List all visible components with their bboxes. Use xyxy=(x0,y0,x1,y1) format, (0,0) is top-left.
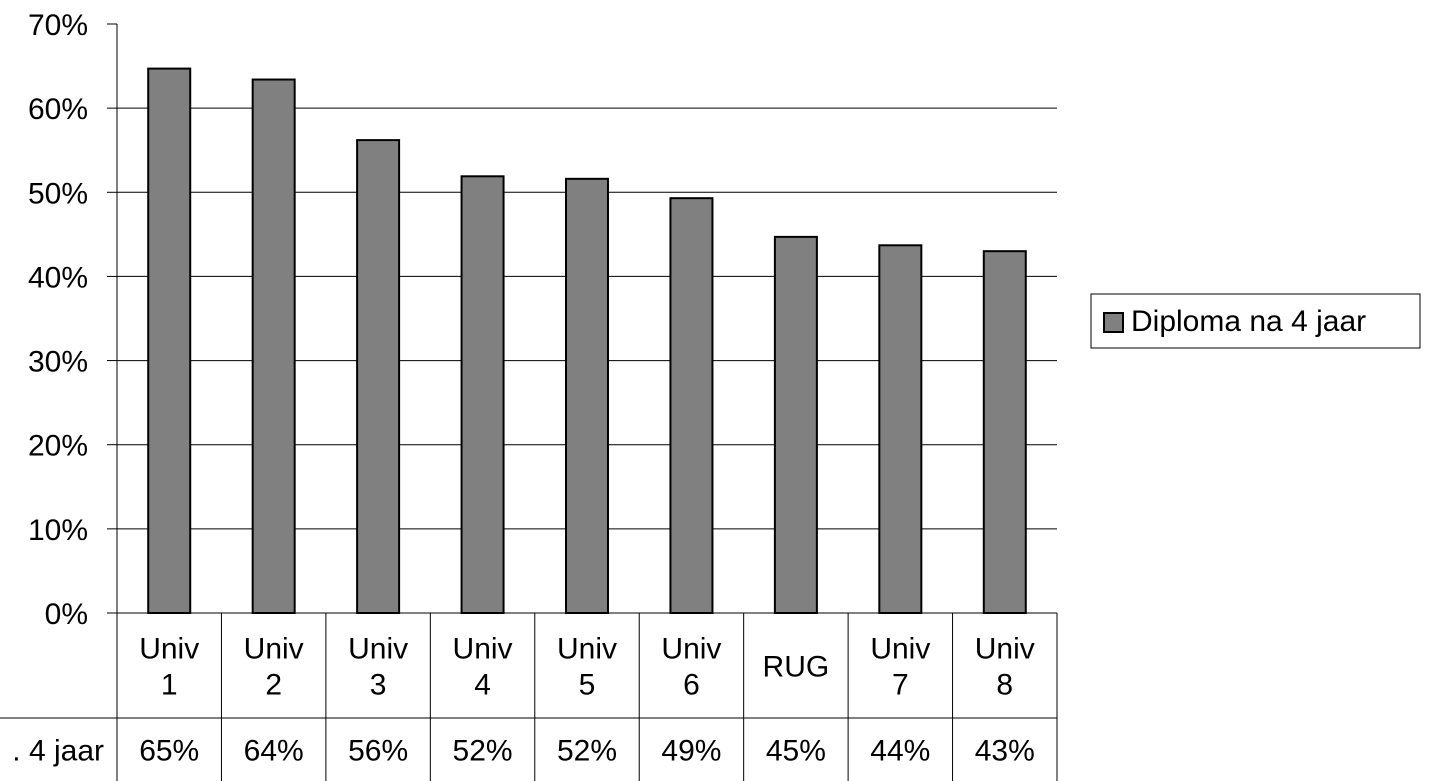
bar xyxy=(565,177,609,615)
bars xyxy=(147,67,1027,615)
bar xyxy=(147,67,192,615)
category-label: 8 xyxy=(996,669,1013,702)
y-tick-label: 60% xyxy=(28,93,88,126)
table-value: 49% xyxy=(661,735,721,768)
table-value: 44% xyxy=(870,735,930,768)
category-label: Univ xyxy=(661,633,721,666)
legend-label: Diploma na 4 jaar xyxy=(1131,305,1366,338)
category-label: 4 xyxy=(474,669,491,702)
table-value: 56% xyxy=(348,735,408,768)
y-tick-label: 40% xyxy=(28,261,88,294)
legend-swatch xyxy=(1103,312,1124,333)
category-label: Univ xyxy=(453,633,513,666)
category-label: 3 xyxy=(370,669,387,702)
data-table: Univ1Univ2Univ3Univ4Univ5Univ6RUGUniv7Un… xyxy=(0,612,1058,781)
y-tick-label: 0% xyxy=(45,598,88,631)
bar xyxy=(251,78,296,614)
table-value: 64% xyxy=(244,735,304,768)
category-label: 2 xyxy=(265,669,282,702)
legend: Diploma na 4 jaar xyxy=(1090,293,1421,349)
category-label: Univ xyxy=(870,633,930,666)
bar xyxy=(460,175,505,614)
table-value: 45% xyxy=(766,735,826,768)
bar xyxy=(878,244,923,614)
bar xyxy=(356,139,401,614)
category-label: 5 xyxy=(579,669,596,702)
y-tick-label: 50% xyxy=(28,177,88,210)
legend-box xyxy=(1090,293,1421,349)
category-label: Univ xyxy=(139,633,199,666)
table-value: 52% xyxy=(453,735,513,768)
category-label: Univ xyxy=(557,633,617,666)
table-value: 52% xyxy=(557,735,617,768)
bar xyxy=(982,250,1027,615)
y-tick-label: 10% xyxy=(28,514,88,547)
category-label: Univ xyxy=(348,633,408,666)
bar xyxy=(773,235,818,614)
table-value: 43% xyxy=(975,735,1035,768)
category-label: Univ xyxy=(975,633,1035,666)
table-row-label: . 4 jaar xyxy=(12,735,104,768)
y-tick-label: 30% xyxy=(28,346,88,379)
category-label: Univ xyxy=(244,633,304,666)
y-tick-label: 20% xyxy=(28,430,88,463)
category-label: RUG xyxy=(763,651,830,684)
axes: 0% 10% 20% 30% 40% 50% 60% 70% xyxy=(28,9,118,631)
y-tick-label: 70% xyxy=(28,9,88,42)
bar xyxy=(669,197,714,614)
table-value: 65% xyxy=(139,735,199,768)
category-label: 6 xyxy=(683,669,700,702)
category-label: 7 xyxy=(892,669,909,702)
category-label: 1 xyxy=(161,669,178,702)
